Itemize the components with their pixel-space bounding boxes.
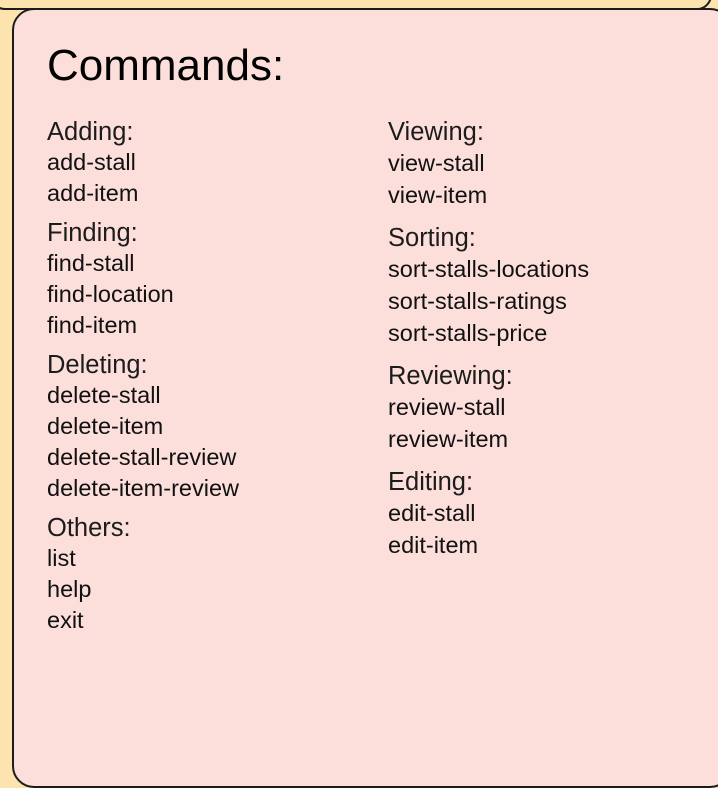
command-item: add-stall — [47, 149, 136, 175]
command-item: exit — [47, 607, 84, 633]
command-item: delete-item-review — [47, 475, 239, 501]
command-item: delete-item — [47, 413, 164, 439]
command-item: sort-stalls-locations — [388, 256, 590, 282]
command-list: find-stall find-location find-item — [47, 248, 239, 341]
command-item: review-stall — [388, 394, 506, 420]
command-group-finding: Finding: find-stall find-location find-i… — [47, 219, 239, 341]
command-item: edit-item — [388, 532, 479, 558]
command-item: find-location — [47, 281, 174, 307]
command-item: sort-stalls-ratings — [388, 288, 567, 314]
command-item: find-stall — [47, 250, 135, 276]
command-item: delete-stall — [47, 382, 161, 408]
command-group-viewing: Viewing: view-stall view-item — [388, 118, 589, 211]
command-item: view-item — [388, 182, 488, 208]
commands-panel: Commands: Adding: add-stall add-item Fin… — [12, 8, 718, 788]
command-group-adding: Adding: add-stall add-item — [47, 118, 239, 209]
command-item: sort-stalls-price — [388, 320, 548, 346]
commands-column-right: Viewing: view-stall view-item Sorting: s… — [388, 118, 589, 574]
group-heading: Adding: — [47, 118, 134, 146]
group-heading: Others: — [47, 514, 131, 542]
command-item: view-stall — [388, 150, 485, 176]
command-list: add-stall add-item — [47, 147, 239, 209]
group-heading: Deleting: — [47, 351, 148, 379]
group-heading: Viewing: — [388, 118, 484, 146]
commands-title: Commands: — [47, 41, 285, 90]
command-list: delete-stall delete-item delete-stall-re… — [47, 380, 239, 504]
command-list: list help exit — [47, 543, 239, 636]
group-heading: Finding: — [47, 219, 138, 247]
command-list: view-stall view-item — [388, 147, 589, 211]
command-group-deleting: Deleting: delete-stall delete-item delet… — [47, 351, 239, 504]
command-item: add-item — [47, 180, 139, 206]
command-group-reviewing: Reviewing: review-stall review-item — [388, 362, 589, 455]
group-heading: Sorting: — [388, 224, 476, 252]
command-group-sorting: Sorting: sort-stalls-locations sort-stal… — [388, 224, 589, 349]
command-item: delete-stall-review — [47, 444, 237, 470]
group-heading: Reviewing: — [388, 362, 513, 390]
command-list: sort-stalls-locations sort-stalls-rating… — [388, 253, 589, 349]
command-list: review-stall review-item — [388, 391, 589, 455]
command-group-editing: Editing: edit-stall edit-item — [388, 468, 589, 561]
command-item: edit-stall — [388, 500, 476, 526]
command-list: edit-stall edit-item — [388, 497, 589, 561]
commands-column-left: Adding: add-stall add-item Finding: find… — [47, 118, 239, 646]
command-item: help — [47, 576, 92, 602]
group-heading: Editing: — [388, 468, 474, 496]
command-item: find-item — [47, 312, 138, 338]
command-group-others: Others: list help exit — [47, 514, 239, 636]
command-item: list — [47, 545, 76, 571]
command-item: review-item — [388, 426, 509, 452]
